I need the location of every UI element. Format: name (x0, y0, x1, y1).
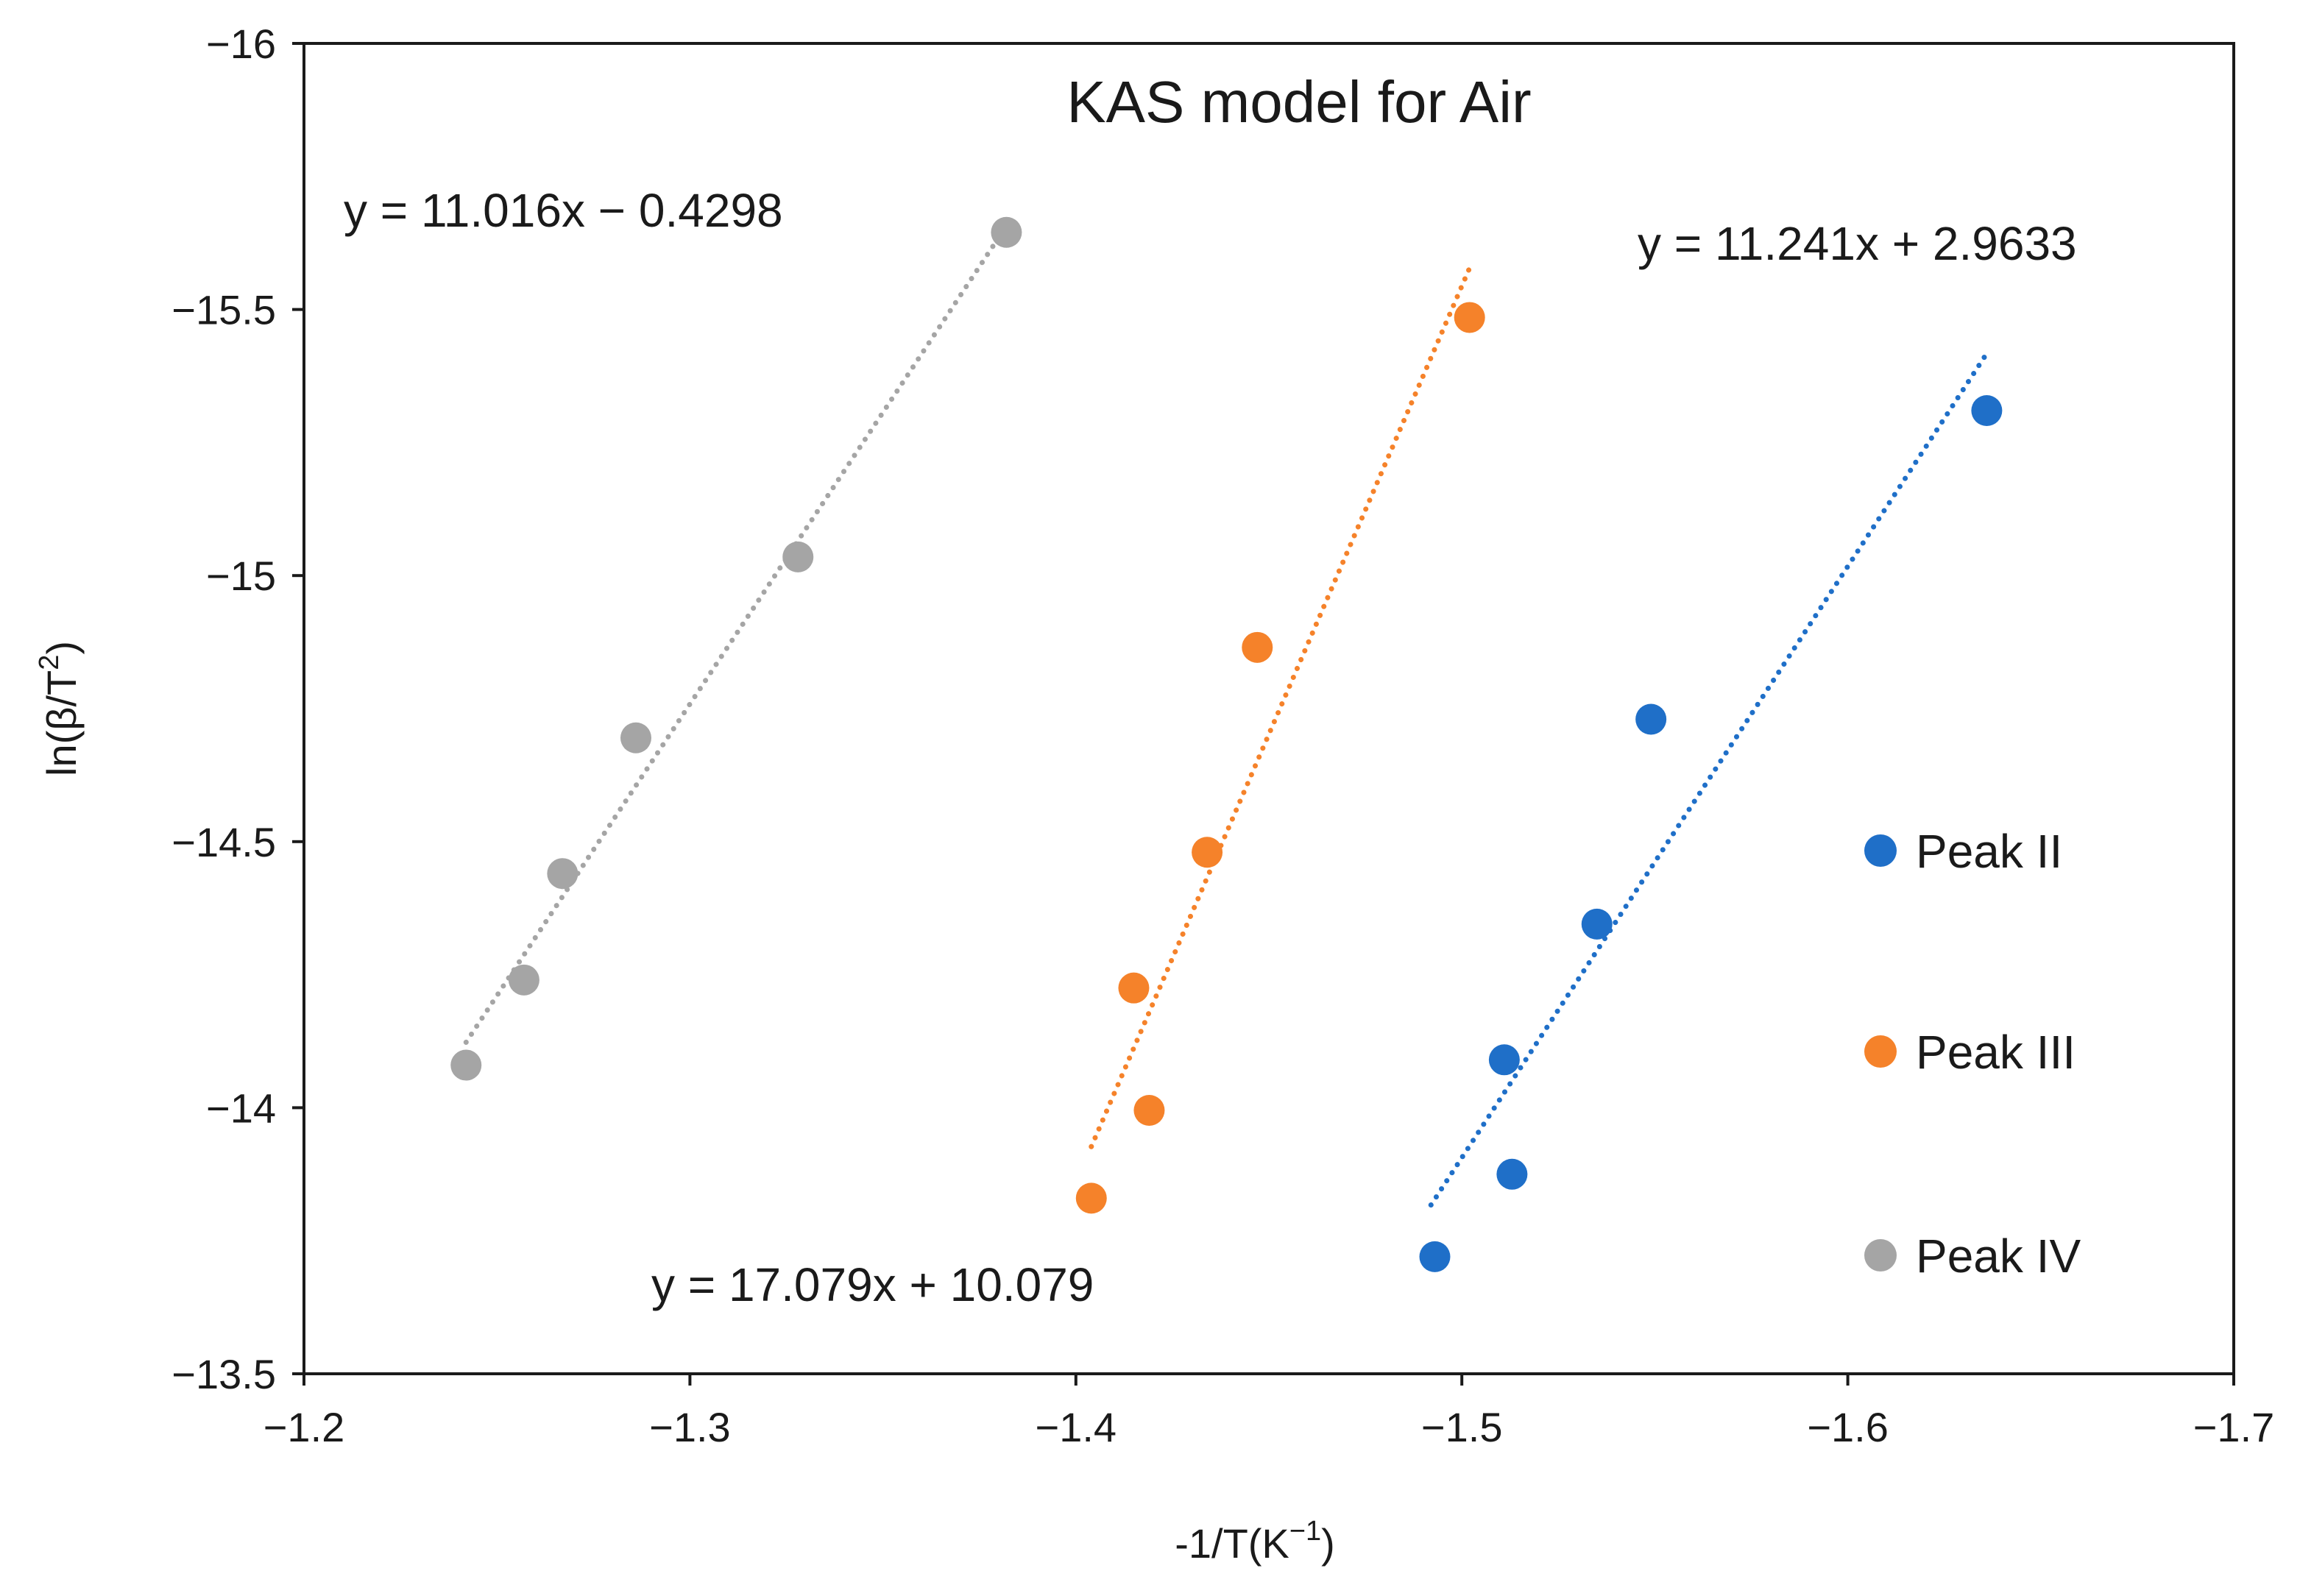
legend: Peak II Peak III Peak IV (1864, 825, 2081, 1283)
y-tick-label: −14 (206, 1085, 276, 1131)
legend-marker-peak-ii (1864, 834, 1897, 867)
data-point-peak-iv (782, 541, 814, 572)
legend-label-peak-ii: Peak II (1916, 825, 2062, 878)
x-tick-label: −1.5 (1421, 1404, 1503, 1450)
y-tick-label: −14.5 (171, 819, 276, 865)
y-axis-title-end: ) (38, 641, 85, 655)
x-tick-label: −1.6 (1807, 1404, 1889, 1450)
x-tick-label: −1.7 (2193, 1404, 2275, 1450)
chart-title: KAS model for Air (1066, 69, 1531, 135)
data-point-peak-ii (1635, 703, 1667, 735)
y-tick-label: −13.5 (171, 1351, 276, 1397)
data-point-peak-iii (1133, 1095, 1165, 1127)
trendlines (463, 235, 1989, 1208)
data-point-peak-iii (1454, 302, 1485, 333)
trendline-peak-ii (1428, 350, 1989, 1208)
data-point-peak-ii (1496, 1158, 1528, 1190)
data-point-peak-iii (1242, 631, 1273, 663)
data-points (450, 216, 2003, 1272)
y-tick-label: −15 (206, 553, 276, 599)
trendline-peak-iv (463, 235, 1002, 1045)
plot-frame (302, 42, 2235, 1375)
data-point-peak-iii (1118, 972, 1150, 1004)
legend-marker-peak-iv (1864, 1239, 1897, 1272)
data-point-peak-ii (1488, 1044, 1520, 1076)
equation-label-peak-ii: y = 11.241x + 2.9633 (1638, 217, 2077, 270)
data-point-peak-iii (1075, 1182, 1107, 1214)
y-tick-label: −16 (206, 21, 276, 67)
x-axis-title-main: -1/T(K (1175, 1520, 1289, 1567)
x-axis-title-end: ) (1321, 1520, 1335, 1567)
data-point-peak-iv (450, 1049, 482, 1081)
data-point-peak-iv (991, 216, 1022, 248)
data-point-peak-iv (620, 722, 651, 753)
x-tick-label: −1.3 (649, 1404, 731, 1450)
x-tick-label: −1.4 (1036, 1404, 1117, 1450)
equation-label-peak-iv: y = 11.016x − 0.4298 (344, 184, 783, 237)
y-axis-title: ln(β/T2) (34, 641, 85, 776)
x-axis-title: -1/T(K−1) (1175, 1516, 1335, 1567)
legend-label-peak-iv: Peak IV (1916, 1230, 2081, 1283)
legend-label-peak-iii: Peak III (1916, 1026, 2076, 1079)
y-axis-ticks: −16 −15.5 −15 −14.5 −14 −13.5 (171, 21, 304, 1397)
y-axis-title-main: ln(β/T (38, 670, 85, 776)
x-axis-ticks: −1.2 −1.3 −1.4 −1.5 −1.6 −1.7 (263, 1374, 2275, 1450)
data-point-peak-ii (1419, 1241, 1451, 1272)
y-tick-label: −15.5 (171, 287, 276, 333)
y-axis-title-superscript: 2 (34, 655, 65, 670)
x-tick-label: −1.2 (263, 1404, 345, 1450)
legend-marker-peak-iii (1864, 1035, 1897, 1068)
data-point-peak-iii (1192, 837, 1223, 868)
data-point-peak-iv (547, 858, 578, 890)
data-point-peak-iv (508, 964, 539, 996)
data-point-peak-ii (1971, 395, 2003, 427)
x-axis-title-superscript: −1 (1289, 1516, 1321, 1547)
data-point-peak-ii (1581, 908, 1613, 940)
equation-label-peak-iii: y = 17.079x + 10.079 (651, 1258, 1094, 1311)
